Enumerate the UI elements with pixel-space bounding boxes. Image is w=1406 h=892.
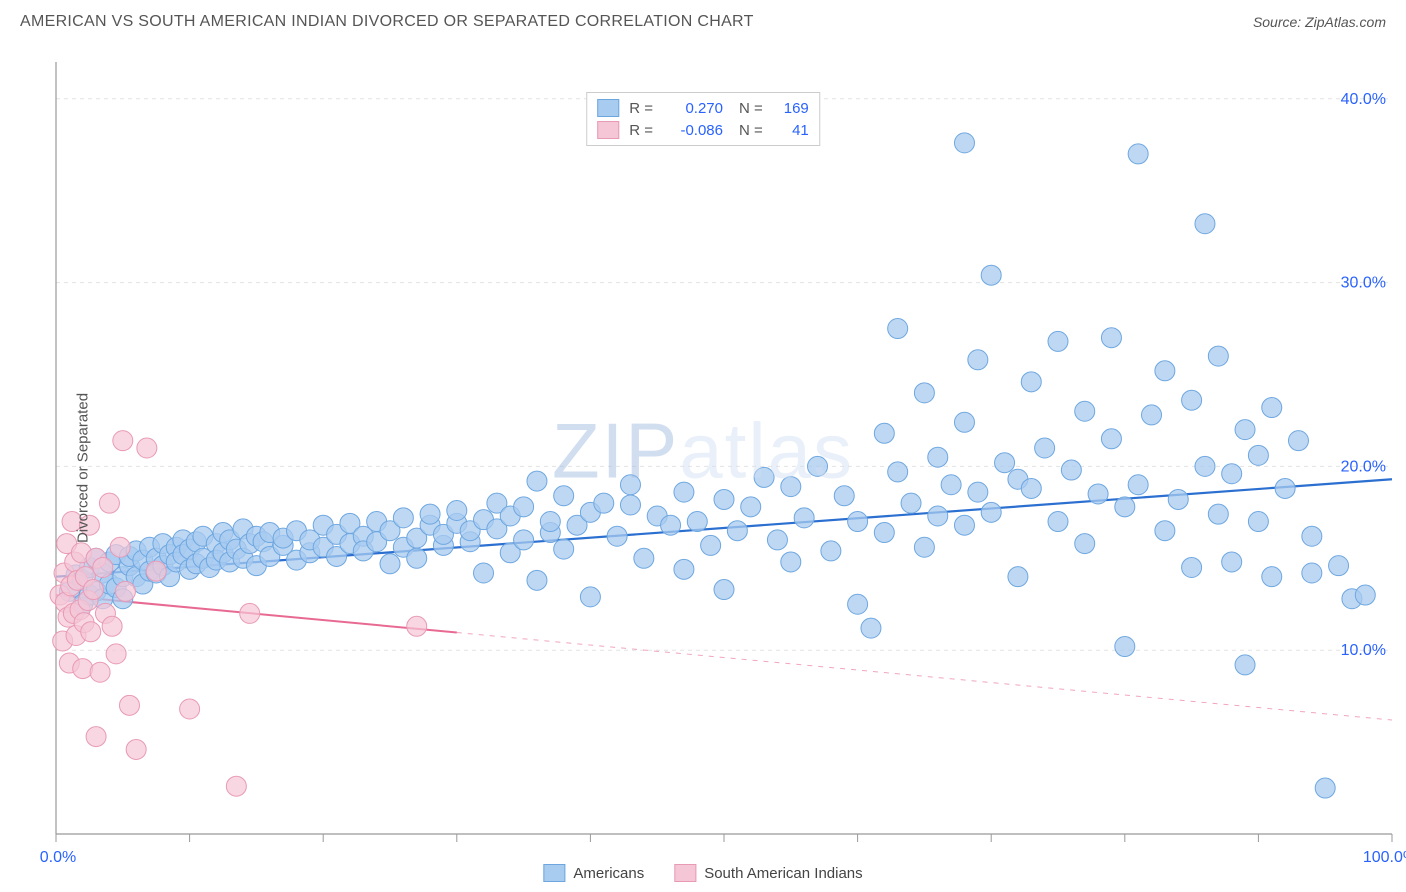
- legend-swatch-blue: [597, 99, 619, 117]
- chart-title: AMERICAN VS SOUTH AMERICAN INDIAN DIVORC…: [20, 13, 754, 31]
- legend-label: Americans: [573, 865, 644, 882]
- svg-text:10.0%: 10.0%: [1341, 642, 1386, 659]
- r-value: -0.086: [663, 122, 723, 139]
- n-value: 41: [773, 122, 809, 139]
- legend-correlation-row: R = 0.270 N = 169: [597, 97, 809, 119]
- legend-item: Americans: [543, 864, 644, 882]
- n-value: 169: [773, 100, 809, 117]
- svg-text:0.0%: 0.0%: [40, 849, 76, 866]
- n-label: N =: [739, 100, 763, 117]
- legend-item: South American Indians: [674, 864, 862, 882]
- chart-header: AMERICAN VS SOUTH AMERICAN INDIAN DIVORC…: [0, 0, 1406, 44]
- legend-swatch-blue: [543, 864, 565, 882]
- legend-label: South American Indians: [704, 865, 862, 882]
- r-label: R =: [629, 100, 653, 117]
- legend-correlation-row: R = -0.086 N = 41: [597, 119, 809, 141]
- scatter-chart: 10.0% 20.0% 30.0% 40.0% 0.0% 100.0%: [0, 44, 1406, 892]
- chart-area: Divorced or Separated ZIPatlas 10.0%20.0…: [0, 44, 1406, 892]
- n-label: N =: [739, 122, 763, 139]
- legend-swatch-pink: [674, 864, 696, 882]
- legend-series: Americans South American Indians: [543, 864, 862, 882]
- svg-text:20.0%: 20.0%: [1341, 458, 1386, 475]
- legend-swatch-pink: [597, 121, 619, 139]
- chart-source: Source: ZipAtlas.com: [1253, 14, 1386, 30]
- legend-correlation: R = 0.270 N = 169 R = -0.086 N = 41: [586, 92, 820, 146]
- svg-text:30.0%: 30.0%: [1341, 275, 1386, 292]
- r-label: R =: [629, 122, 653, 139]
- y-axis-title: Divorced or Separated: [75, 393, 92, 543]
- svg-text:100.0%: 100.0%: [1363, 849, 1406, 866]
- svg-text:40.0%: 40.0%: [1341, 91, 1386, 108]
- r-value: 0.270: [663, 100, 723, 117]
